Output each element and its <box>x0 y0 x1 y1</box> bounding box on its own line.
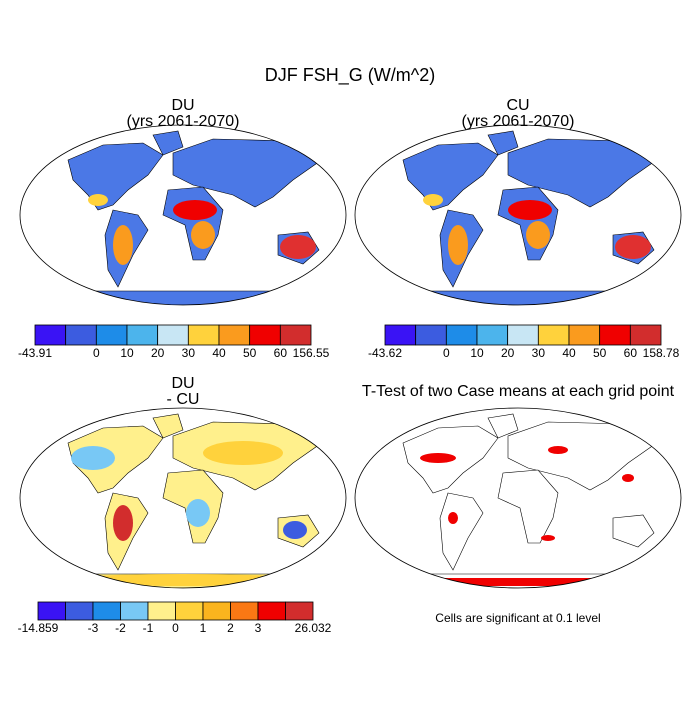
colorbar-box <box>476 324 509 346</box>
colorbar-label: 10 <box>470 346 484 360</box>
colorbar-box <box>568 324 601 346</box>
panel-title: DU <box>171 97 194 114</box>
colorbar-box <box>257 601 286 621</box>
colorbar-label: 50 <box>243 346 257 360</box>
colorbar-box <box>249 324 281 346</box>
colorbar-box <box>147 601 176 621</box>
colorbar-box <box>507 324 539 346</box>
colorbar-label: 0 <box>172 621 179 635</box>
colorbar-box <box>202 601 231 621</box>
colorbar-label: 158.78 <box>643 346 680 360</box>
colorbar-label: -2 <box>115 621 126 635</box>
panel-title: T-Test of two Case means at each grid po… <box>362 383 675 400</box>
panel-title: CU <box>506 97 529 114</box>
colorbar-box <box>37 601 66 621</box>
colorbar-label: 20 <box>151 346 165 360</box>
colorbar-box <box>120 601 149 621</box>
colorbar-label: 156.55 <box>293 346 330 360</box>
colorbar-box <box>157 324 189 346</box>
map <box>19 124 347 306</box>
colorbar-box <box>175 601 204 621</box>
colorbar-label: -1 <box>143 621 154 635</box>
panel-title: DU <box>171 375 194 392</box>
note: Cells are significant at 0.1 level <box>435 611 600 625</box>
colorbar-label: 0 <box>443 346 450 360</box>
colorbar-label: 2 <box>227 621 234 635</box>
colorbar-label: 30 <box>182 346 196 360</box>
colorbar-label: -3 <box>88 621 99 635</box>
colorbar-label: -43.91 <box>18 346 52 360</box>
figure-title: DJF FSH_G (W/m^2) <box>265 65 435 86</box>
colorbar-label: 26.032 <box>295 621 332 635</box>
colorbar-box <box>230 601 259 621</box>
colorbar-box <box>279 324 312 346</box>
colorbar-label: -43.62 <box>368 346 402 360</box>
colorbar-label: 40 <box>212 346 226 360</box>
colorbar-box <box>445 324 478 346</box>
colorbar-label: 40 <box>562 346 576 360</box>
colorbar-box <box>126 324 159 346</box>
colorbar-box <box>285 601 314 621</box>
colorbar-label: 50 <box>593 346 607 360</box>
colorbar-label: 10 <box>120 346 134 360</box>
colorbar-box <box>187 324 220 346</box>
colorbar-box <box>415 324 447 346</box>
colorbar-label: 0 <box>93 346 100 360</box>
colorbar-label: 60 <box>624 346 638 360</box>
colorbar-box <box>384 324 417 346</box>
colorbar-box <box>92 601 121 621</box>
panel-title: (yrs 2061-2070) <box>127 113 240 130</box>
panel-title: (yrs 2061-2070) <box>462 113 575 130</box>
colorbar-box <box>95 324 128 346</box>
colorbar-box <box>34 324 67 346</box>
colorbar-label: 30 <box>532 346 546 360</box>
colorbar-label: 20 <box>501 346 515 360</box>
colorbar-box <box>599 324 631 346</box>
colorbar-box <box>629 324 662 346</box>
panel-title: - CU <box>167 391 200 408</box>
colorbar-label: 3 <box>255 621 262 635</box>
colorbar-label: 60 <box>274 346 288 360</box>
colorbar-box <box>65 324 97 346</box>
colorbar-box <box>65 601 94 621</box>
map <box>354 124 682 306</box>
colorbar-label: -14.859 <box>18 621 59 635</box>
colorbar-box <box>218 324 251 346</box>
colorbar-box <box>537 324 570 346</box>
colorbar-label: 1 <box>200 621 207 635</box>
map <box>19 407 347 589</box>
map <box>354 407 682 589</box>
